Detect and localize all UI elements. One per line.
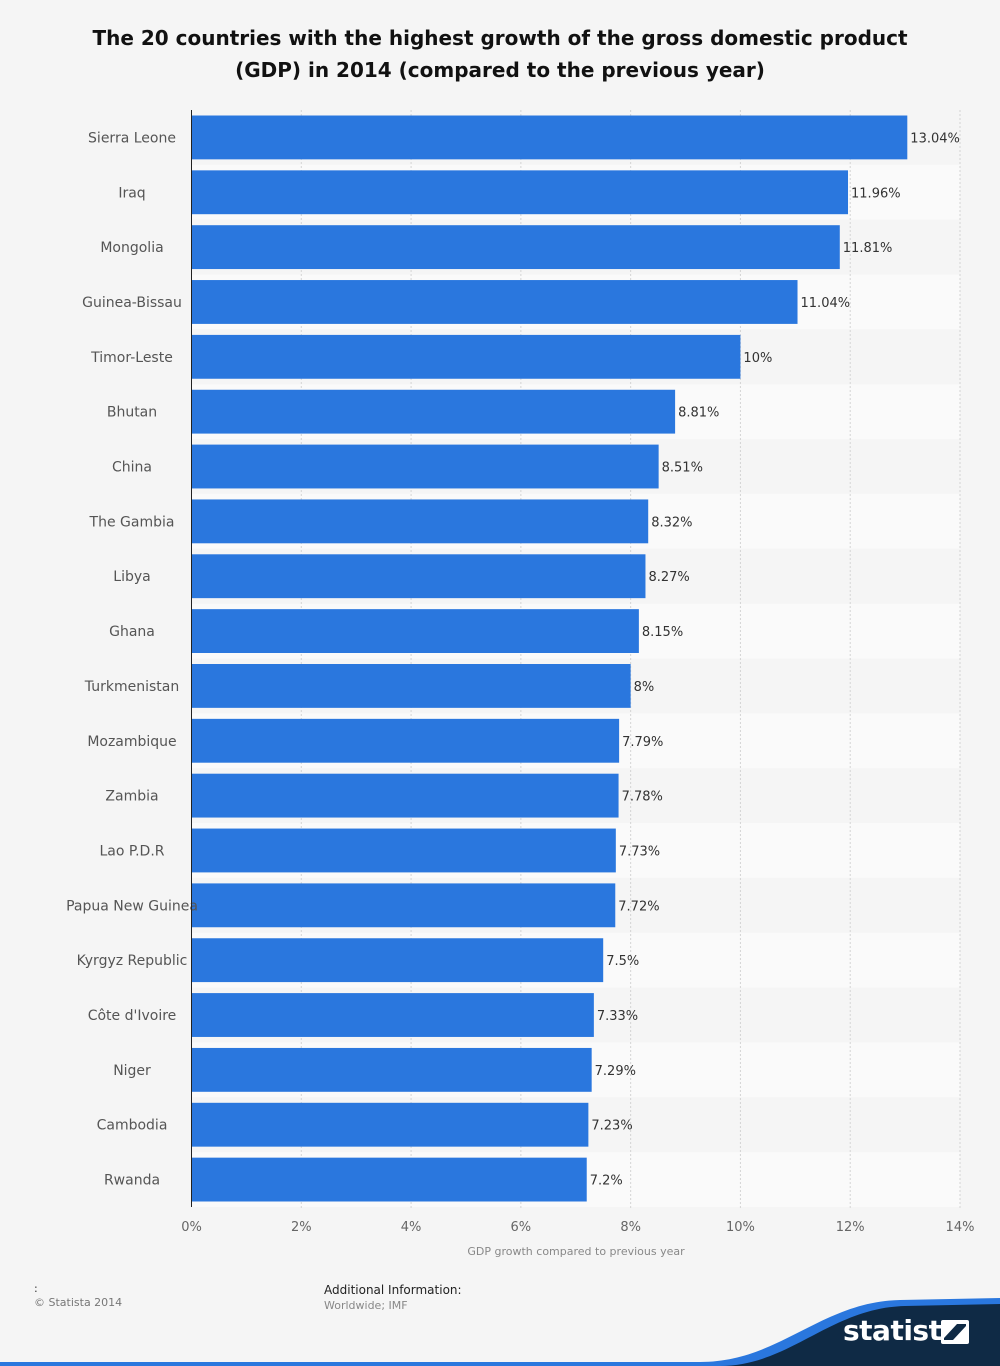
x-tick-label: 10% [726,1220,755,1235]
x-tick-label: 2% [291,1220,312,1235]
value-label: 7.2% [590,1174,623,1189]
bar [192,499,649,544]
chart-title: The 20 countries with the highest growth… [92,26,908,82]
statista-logo-text: statista [843,1314,960,1347]
category-labels: Sierra Leone Iraq Mongolia Guinea-Bissau Tim… [66,130,198,1188]
value-labels: 13.04% 11.96% 11.81% 11.04% 10% 8.81% 8.51% 8.3… [590,131,960,1188]
x-axis-ticks: 0% 2% 4% 6% 8% 10% 12% 14% [181,1220,974,1235]
category-label: Cambodia [97,1118,168,1134]
value-label: 7.5% [606,954,639,969]
bar [192,773,619,818]
category-label: Papua New Guinea [66,898,198,914]
copyright: © Statista 2014 [34,1296,123,1309]
category-label: Timor-Leste [90,350,173,366]
category-label: Mozambique [87,734,176,750]
value-label: 11.81% [843,241,893,256]
bar [192,389,676,434]
category-label: Zambia [105,789,158,805]
x-tick-label: 0% [181,1220,202,1235]
value-label: 7.78% [622,790,663,805]
bar [192,334,741,379]
bar-chart: Sierra Leone Iraq Mongolia Guinea-Bissau Tim… [66,110,974,1258]
bar [192,1047,592,1092]
bar [192,225,840,270]
footer-dark-shape [720,1304,1000,1366]
category-label: The Gambia [89,514,175,530]
value-label: 8.15% [642,625,683,640]
x-tick-label: 12% [836,1220,865,1235]
value-label: 7.23% [591,1119,632,1134]
bar [192,993,594,1037]
additional-info-text: Worldwide; IMF [324,1299,408,1312]
value-label: 7.29% [595,1064,636,1079]
bar [192,280,798,324]
value-label: 8.81% [678,406,719,421]
value-label: 7.33% [597,1009,638,1024]
category-label: Guinea-Bissau [82,295,182,311]
category-label: Libya [113,569,150,585]
bar [192,664,631,708]
category-label: Kyrgyz Republic [77,953,188,969]
category-label: Côte d'Ivoire [88,1008,177,1024]
source-colon: : [34,1282,38,1295]
statista-logo-icon [941,1320,969,1344]
bar [192,115,908,160]
x-axis-title: GDP growth compared to previous year [467,1245,685,1258]
category-label: Rwanda [104,1173,160,1189]
value-label: 11.96% [851,186,901,201]
bar [192,609,639,653]
bar [192,1102,589,1147]
value-label: 8.32% [651,515,692,530]
value-label: 8.27% [648,570,689,585]
value-label: 8% [634,680,655,695]
bar [192,718,620,763]
bar [192,883,616,928]
value-label: 7.72% [618,899,659,914]
additional-info-block: Additional Information: Worldwide; IMF [324,1282,462,1314]
bar [192,1157,587,1202]
value-label: 7.79% [622,735,663,750]
bar [192,170,849,215]
category-label: Turkmenistan [84,679,179,695]
category-label: Mongolia [100,240,163,256]
value-label: 10% [743,351,772,366]
x-tick-label: 4% [401,1220,422,1235]
category-label: Niger [113,1063,151,1079]
category-label: Iraq [118,185,145,201]
x-tick-label: 14% [946,1220,975,1235]
bar [192,554,646,599]
value-label: 8.51% [662,461,703,476]
bar [192,444,659,489]
x-tick-label: 8% [620,1220,641,1235]
x-tick-label: 6% [511,1220,532,1235]
bars [192,115,908,1202]
category-label: Lao P.D.R [99,843,164,859]
additional-info-title: Additional Information: [324,1283,462,1297]
category-label: Bhutan [107,405,157,421]
row-bands [191,110,960,1207]
footer-wave [0,1298,1000,1366]
category-label: Ghana [109,624,155,640]
bar [192,938,604,983]
gridlines [300,110,961,1209]
value-label: 11.04% [801,296,851,311]
value-label: 7.73% [619,844,660,859]
bar [192,828,616,873]
source-block: : © Statista 2014 [34,1282,122,1310]
value-label: 13.04% [910,131,960,146]
category-label: China [112,460,152,476]
category-label: Sierra Leone [88,130,176,146]
